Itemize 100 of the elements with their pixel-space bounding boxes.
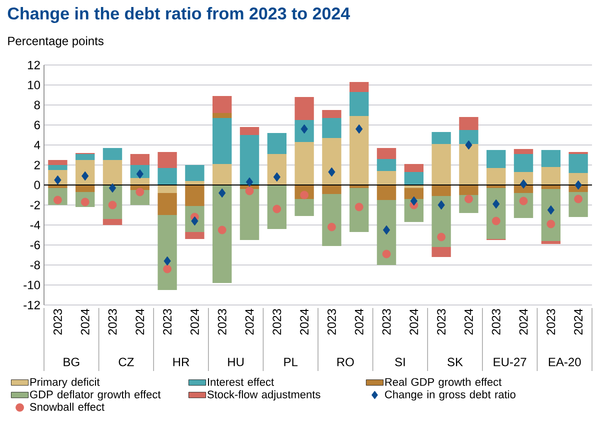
legend-label: GDP deflator growth effect [30, 390, 161, 401]
y-tick-label: 12 [28, 60, 40, 70]
bar [212, 118, 232, 164]
bar [459, 130, 478, 144]
point [328, 167, 336, 177]
y-tick-label: -6 [30, 240, 40, 250]
x-tick-label: 2024 [80, 308, 90, 335]
point [80, 198, 90, 206]
bar [459, 144, 478, 185]
point [438, 200, 445, 210]
point [382, 250, 391, 258]
y-tick-label: -10 [24, 280, 40, 290]
x-tick-label: 2023 [327, 309, 336, 335]
y-axis-title: Percentage points [8, 36, 104, 48]
bar [130, 178, 150, 185]
bar [294, 142, 314, 185]
y-tick-label: -4 [30, 220, 40, 230]
point [464, 194, 473, 204]
bar [432, 144, 451, 185]
bar [130, 154, 150, 165]
chart-title: Change in the debt ratio from 2023 to 2024 [8, 7, 350, 23]
bar [376, 171, 396, 185]
x-tick-label: 2024 [410, 308, 418, 335]
legend-label: Primary deficit [30, 378, 100, 388]
x-tick-label: 2024 [354, 308, 364, 335]
text: SI [395, 358, 405, 366]
bar [240, 127, 260, 135]
point [410, 196, 418, 206]
bar [350, 116, 369, 185]
bar [102, 160, 122, 185]
legend-label: Change in gross debt ratio [385, 390, 516, 401]
point [246, 177, 254, 187]
x-tick-label: 2024 [190, 308, 199, 335]
x-tick-label: 2023 [546, 309, 556, 335]
point [191, 216, 198, 226]
bar [102, 219, 122, 225]
y-tick-label: -8 [30, 260, 40, 270]
bar [185, 165, 204, 181]
bar [102, 148, 122, 160]
bar [322, 185, 342, 194]
bar [350, 82, 369, 92]
bar [267, 185, 286, 230]
bar [541, 241, 560, 244]
bar [432, 185, 451, 196]
y-tick-label: 2 [34, 160, 40, 170]
text: HR [173, 358, 190, 366]
bar [322, 118, 342, 138]
legend-label: Interest effect [208, 378, 274, 386]
point [328, 222, 336, 232]
x-tick-label: 2023 [382, 309, 391, 335]
point [108, 183, 116, 193]
text: EU-27 [494, 358, 526, 366]
bar [240, 189, 260, 240]
point [492, 199, 500, 209]
x-tick-label: 2024 [136, 308, 144, 335]
y-tick-label: -12 [24, 300, 40, 310]
x-tick-label: 2023 [163, 309, 172, 335]
y-tick-label: 4 [34, 140, 40, 150]
bar [459, 185, 478, 195]
text: BG [64, 358, 80, 366]
point [136, 188, 144, 196]
point [354, 202, 364, 212]
bar [541, 150, 560, 167]
x-tick-label: 2023 [437, 309, 446, 335]
bar [212, 113, 232, 118]
bar [267, 154, 286, 185]
point [273, 172, 280, 182]
point [546, 220, 556, 228]
bar [212, 185, 232, 283]
y-tick-label: 0 [34, 180, 40, 190]
point [300, 124, 308, 134]
point [574, 194, 583, 204]
text: SK [448, 358, 463, 366]
bar [376, 200, 396, 265]
point [382, 225, 390, 235]
bar [568, 154, 588, 173]
point [82, 171, 89, 181]
bar [376, 159, 396, 171]
legend-label: Stock-flow adjustments [207, 390, 320, 401]
bar [486, 168, 506, 185]
point [245, 186, 254, 196]
text: HU [228, 358, 244, 366]
bar [212, 96, 232, 113]
legend-label: Real GDP growth effect [385, 378, 502, 388]
bar [322, 138, 342, 185]
bar [486, 188, 506, 239]
bar [404, 172, 424, 185]
point [437, 232, 446, 242]
y-tick-label: -2 [30, 200, 40, 210]
bar [294, 97, 314, 120]
point [54, 175, 62, 185]
point [218, 226, 226, 234]
bar [76, 185, 95, 192]
bar [76, 160, 95, 185]
bar [48, 165, 68, 170]
bar [294, 120, 314, 142]
point [54, 196, 62, 204]
x-tick-label: 2024 [300, 308, 309, 335]
x-tick-label: 2023 [272, 309, 282, 335]
bar [514, 154, 534, 172]
